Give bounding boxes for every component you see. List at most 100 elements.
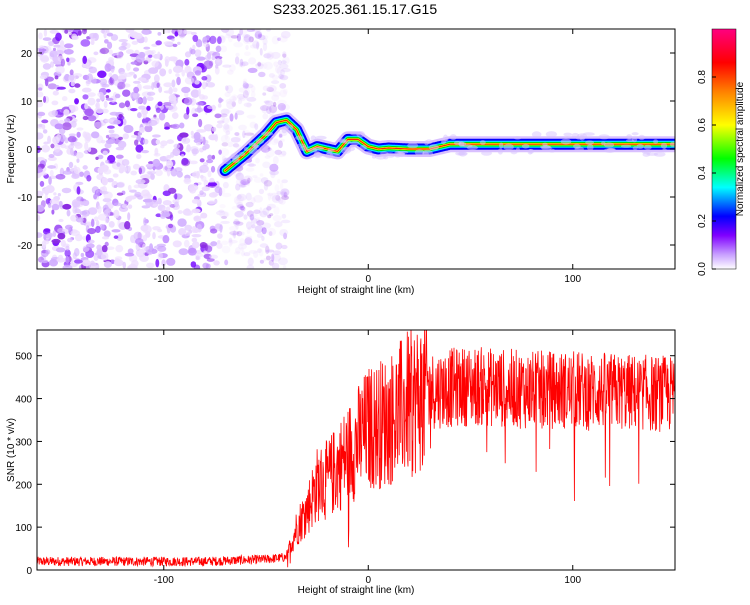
- ridge-halo: [653, 151, 666, 157]
- noise-blob: [224, 124, 233, 132]
- noise-blob: [259, 207, 263, 216]
- ridge-halo: [607, 147, 616, 151]
- noise-blob: [195, 249, 203, 255]
- ridge-halo: [310, 135, 316, 141]
- noise-blob: [141, 205, 151, 209]
- noise-blob: [266, 29, 271, 32]
- noise-blob: [142, 223, 148, 232]
- noise-blob: [109, 65, 115, 70]
- noise-blob: [263, 258, 267, 262]
- noise-blob: [263, 100, 270, 104]
- noise-blob: [214, 55, 223, 60]
- y-tick-label: 10: [21, 97, 33, 108]
- noise-blob: [215, 64, 219, 69]
- ridge-halo: [449, 134, 457, 141]
- noise-blob: [246, 264, 255, 269]
- noise-blob: [183, 239, 190, 248]
- colorbar-label: Normalized spectral amplitude: [735, 81, 746, 216]
- noise-blob: [152, 134, 161, 138]
- noise-blob: [53, 192, 57, 196]
- noise-blob: [236, 230, 243, 237]
- colorbar-tick-label: 0.0: [697, 262, 708, 276]
- noise-blob: [277, 37, 281, 41]
- noise-blob: [137, 77, 147, 82]
- noise-blob: [136, 93, 141, 97]
- noise-blob: [203, 41, 209, 48]
- colorbar-gradient: [711, 28, 737, 270]
- noise-blob: [48, 154, 55, 158]
- noise-blob: [163, 82, 173, 88]
- noise-blob: [175, 73, 180, 77]
- noise-blob: [43, 141, 49, 145]
- noise-blob: [162, 235, 170, 244]
- noise-blob: [70, 230, 81, 237]
- noise-blob: [162, 200, 172, 206]
- noise-blob: [272, 101, 277, 107]
- noise-blob: [93, 254, 99, 261]
- snr-panel: -100 0 100 0 100 200 300 400 500 Height of stra…: [6, 329, 676, 596]
- noise-blob: [62, 170, 73, 175]
- noise-blob: [262, 113, 269, 120]
- noise-blob: [133, 184, 141, 189]
- noise-blob: [151, 60, 159, 68]
- noise-blob: [192, 113, 199, 118]
- noise-blob: [58, 200, 63, 208]
- noise-blob: [219, 147, 230, 157]
- bottom-y-axis-label: SNR (10 * v/v): [6, 418, 17, 482]
- noise-blob: [194, 80, 200, 85]
- noise-blob: [38, 45, 45, 49]
- noise-blob: [220, 113, 228, 118]
- noise-blob: [142, 96, 147, 105]
- noise-blob: [278, 140, 283, 149]
- noise-blob: [243, 252, 251, 257]
- ridge-halo: [248, 147, 259, 155]
- noise-blob: [210, 165, 216, 173]
- noise-blob: [273, 138, 279, 144]
- noise-blob: [57, 193, 61, 197]
- noise-blob: [258, 71, 266, 78]
- noise-blob: [271, 94, 280, 102]
- noise-blob: [267, 84, 277, 93]
- noise-blob: [233, 41, 244, 48]
- noise-blob: [96, 248, 103, 256]
- noise-blob: [40, 249, 49, 258]
- noise-blob: [271, 253, 275, 262]
- noise-blob: [255, 218, 261, 223]
- noise-blob: [87, 97, 96, 106]
- noise-blob: [279, 82, 287, 89]
- noise-blob: [205, 74, 212, 83]
- noise-blob: [85, 132, 92, 142]
- noise-blob: [203, 124, 214, 132]
- noise-blob: [40, 144, 51, 153]
- noise-blob: [241, 181, 249, 185]
- bottom-y-ticks: 0 100 200 300 400 500: [15, 352, 675, 577]
- noise-blob: [278, 257, 288, 266]
- noise-blob: [147, 119, 158, 127]
- noise-blob: [145, 163, 154, 168]
- noise-blob: [192, 34, 199, 42]
- noise-blob: [246, 228, 251, 235]
- noise-blob: [49, 198, 60, 205]
- noise-blob: [220, 108, 230, 115]
- noise-blob: [272, 250, 282, 256]
- noise-blob: [267, 147, 272, 151]
- noise-blob: [268, 231, 273, 237]
- noise-blob: [184, 76, 195, 85]
- noise-blob: [104, 39, 109, 44]
- y-tick-label: 200: [15, 480, 32, 491]
- noise-blob: [169, 214, 174, 221]
- noise-blob: [101, 245, 108, 253]
- ridge-halo: [313, 151, 323, 159]
- noise-blob: [115, 244, 124, 253]
- noise-blob: [273, 61, 279, 67]
- noise-blob: [95, 156, 99, 160]
- noise-blob: [172, 87, 178, 93]
- y-tick-label: 500: [15, 352, 32, 363]
- noise-blob: [102, 150, 108, 156]
- noise-blob: [104, 119, 115, 123]
- noise-blob: [81, 201, 89, 206]
- noise-blob: [134, 139, 139, 146]
- ridge-halo: [440, 137, 449, 142]
- noise-blob: [222, 124, 230, 133]
- noise-blob: [283, 88, 288, 95]
